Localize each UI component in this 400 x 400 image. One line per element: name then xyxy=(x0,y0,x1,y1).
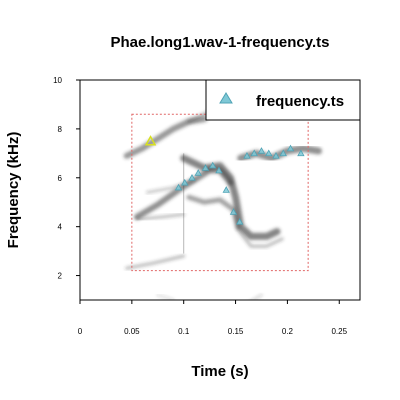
y-tick-label: 10 xyxy=(53,76,62,85)
x-axis-ticks: 0 0.05 0.1 0.15 0.2 0.25 xyxy=(78,300,348,336)
y-tick-label: 6 xyxy=(58,174,63,183)
data-point xyxy=(258,148,264,153)
spectrogram-background xyxy=(127,104,319,307)
spectrogram-trace-6 xyxy=(189,197,238,226)
x-tick-label: 0.2 xyxy=(282,327,294,336)
spectrogram-trace-5 xyxy=(184,158,277,236)
x-tick-label: 0.25 xyxy=(331,327,347,336)
x-tick-label: 0.15 xyxy=(228,327,244,336)
spectrogram-trace-0 xyxy=(127,119,205,156)
chart-title: Phae.long1.wav-1-frequency.ts xyxy=(111,34,330,51)
legend-label: frequency.ts xyxy=(256,93,344,110)
x-tick-label: 0.05 xyxy=(124,327,140,336)
y-axis-ticks: 2 4 6 8 10 xyxy=(53,76,80,281)
y-tick-label: 2 xyxy=(58,272,63,281)
x-tick-label: 0.1 xyxy=(178,327,190,336)
x-tick-label: 0 xyxy=(78,327,83,336)
y-axis-title: Frequency (kHz) xyxy=(5,132,22,249)
spectrogram-trace-2 xyxy=(127,256,184,268)
y-tick-label: 4 xyxy=(58,223,63,232)
data-point xyxy=(195,170,201,175)
data-point xyxy=(223,187,229,192)
spectrogram-trace-11 xyxy=(158,295,174,300)
legend: frequency.ts xyxy=(206,80,360,120)
x-axis-title: Time (s) xyxy=(191,363,248,380)
y-tick-label: 8 xyxy=(58,125,63,134)
spectrogram-trace-10 xyxy=(241,295,262,307)
